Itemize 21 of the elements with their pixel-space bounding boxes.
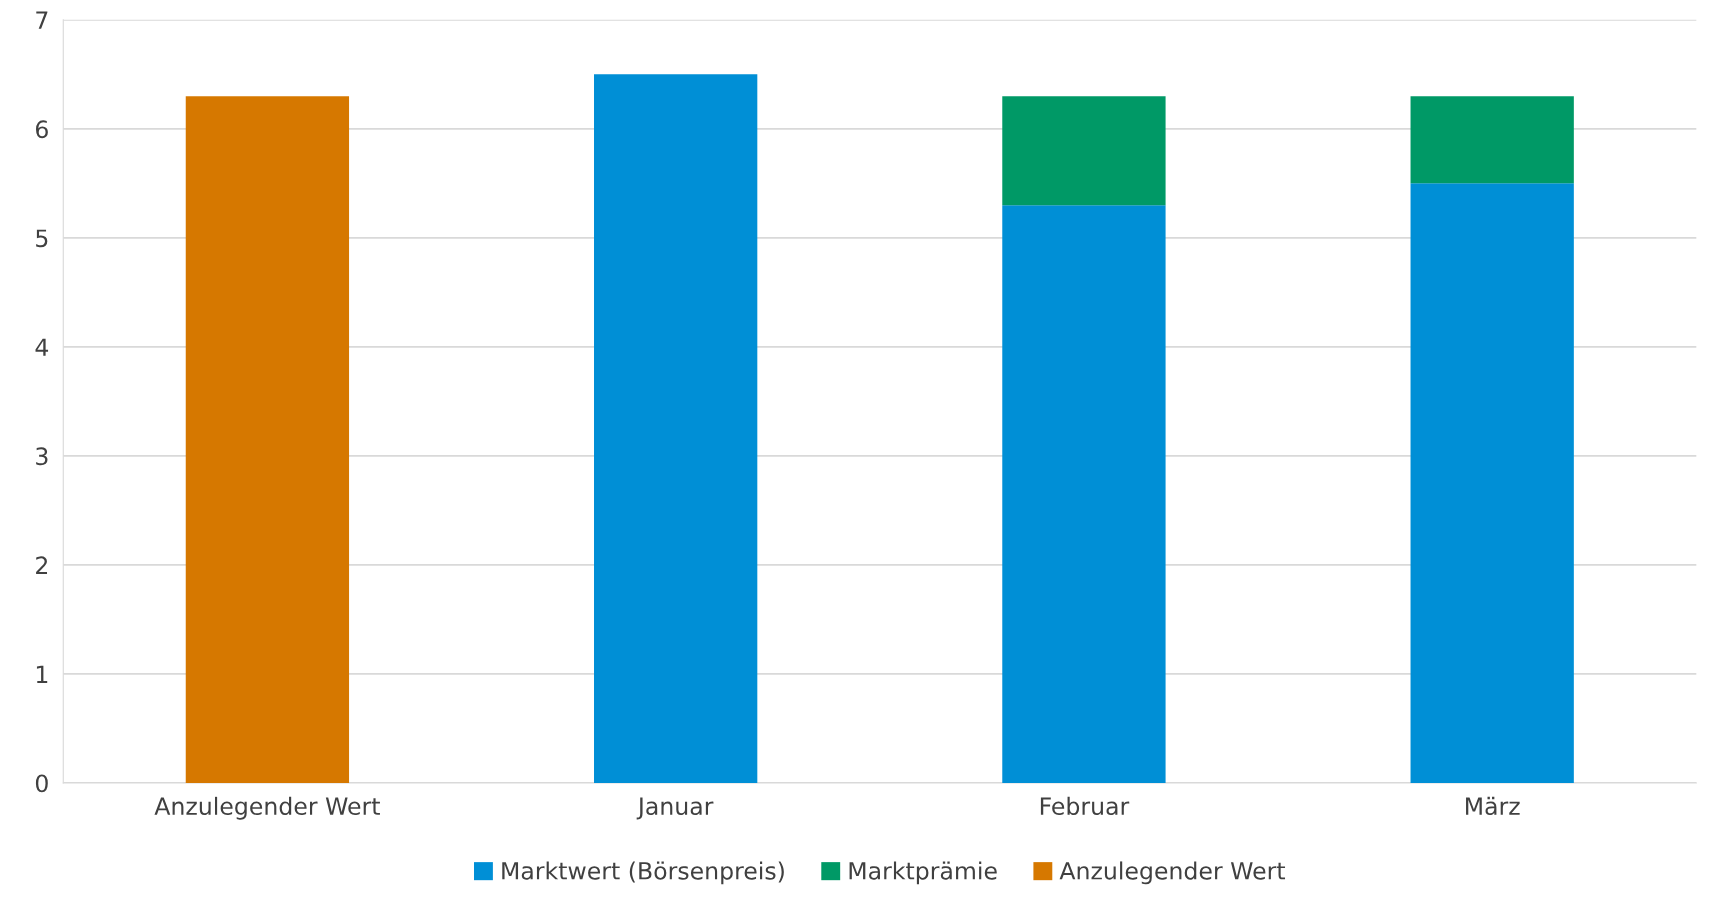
x-tick-label: Anzulegender Wert [154,796,380,820]
y-tick-label: 2 [36,556,48,574]
legend-label: Marktwert (Börsenpreis) [502,861,784,885]
bar [185,96,350,783]
y-tick-label: 5 [36,229,48,248]
x-tick-label: Januar [636,797,714,820]
legend-label: Anzulegender Wert [1059,861,1286,885]
x-tick-label: Februar [1040,796,1130,816]
y-tick-label: 0 [35,774,48,793]
y-tick-label: 4 [35,338,49,356]
y-tick-label: 6 [36,120,48,139]
y-tick-label: 7 [36,11,48,29]
bar [1002,205,1166,783]
y-tick-label: 1 [36,665,48,683]
bar [1002,96,1166,206]
legend-label: Marktprämie [849,861,997,885]
bar [1410,183,1574,783]
x-tick-label: März [1466,796,1520,816]
bar [1410,96,1574,184]
bar [594,74,758,783]
y-tick-label: 3 [36,447,48,466]
